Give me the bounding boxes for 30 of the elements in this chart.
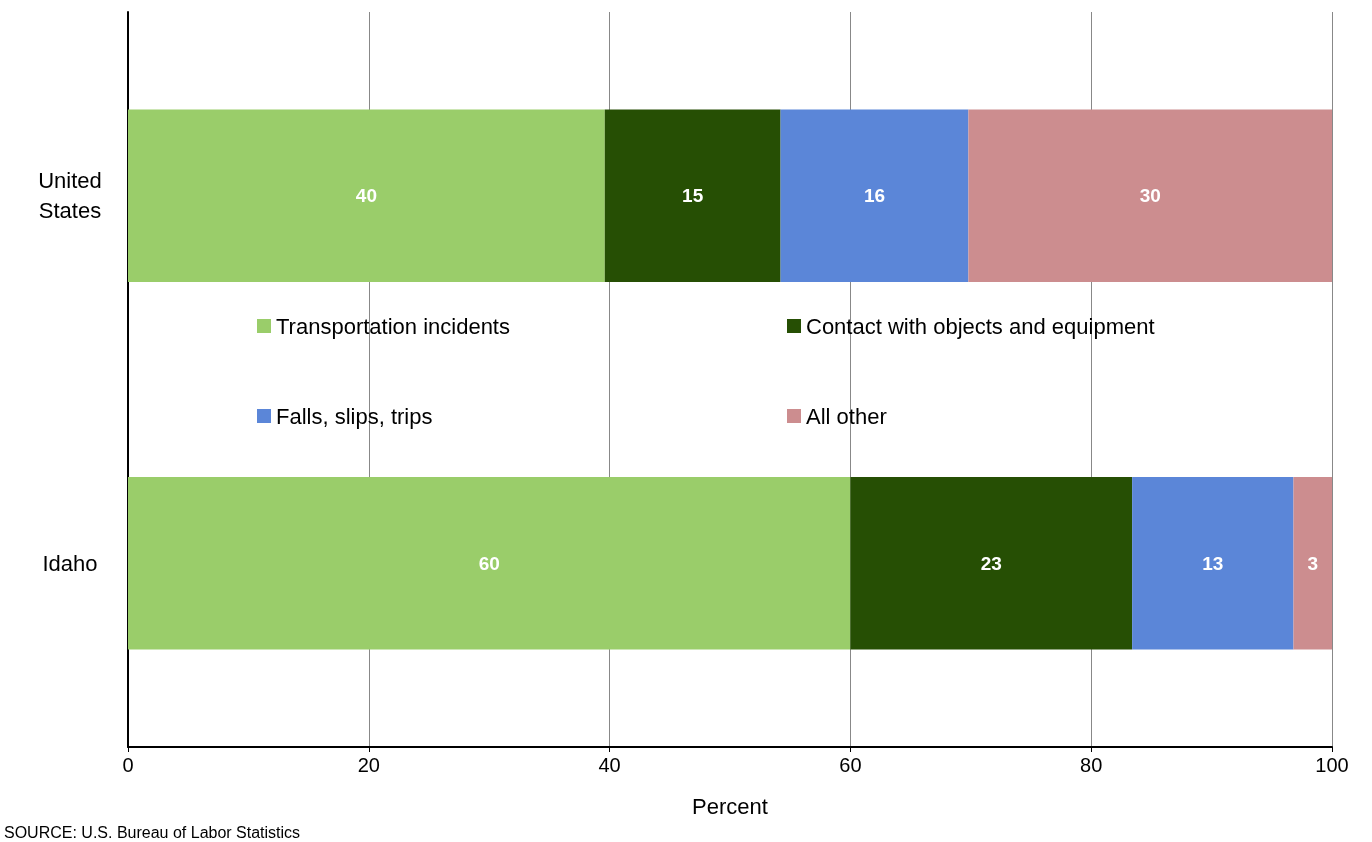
bar — [968, 109, 1332, 283]
bar — [780, 109, 969, 283]
bar — [128, 109, 605, 283]
legend-label: Falls, slips, trips — [276, 403, 433, 429]
x-tick-label: 40 — [598, 754, 621, 776]
x-tick-label: 80 — [1080, 754, 1103, 776]
legend-label: All other — [806, 403, 887, 429]
data-label: 40 — [355, 185, 377, 207]
x-tick-label: 60 — [839, 754, 862, 776]
legend-label: Contact with objects and equipment — [806, 313, 1155, 339]
legend-label: Transportation incidents — [276, 313, 510, 339]
y-tick-label: Idaho — [42, 550, 98, 576]
bar — [1293, 476, 1332, 650]
data-label: 13 — [1202, 552, 1224, 574]
bar — [604, 109, 781, 283]
x-tick-label: 20 — [357, 754, 380, 776]
x-tick-label: 100 — [1315, 754, 1349, 776]
data-label: 60 — [478, 552, 500, 574]
data-label: 3 — [1307, 552, 1319, 574]
x-axis-title: Percent — [692, 793, 768, 819]
data-label: 16 — [863, 185, 886, 207]
data-label: 30 — [1139, 185, 1161, 207]
y-tick-label: United States — [38, 168, 102, 224]
data-label: 15 — [682, 185, 704, 207]
x-tick-label: 0 — [122, 754, 134, 776]
bar — [850, 476, 1133, 650]
bar — [1132, 476, 1294, 650]
source-note: SOURCE: U.S. Bureau of Labor Statistics — [4, 823, 301, 841]
data-label: 23 — [980, 552, 1002, 574]
bar — [128, 476, 851, 650]
